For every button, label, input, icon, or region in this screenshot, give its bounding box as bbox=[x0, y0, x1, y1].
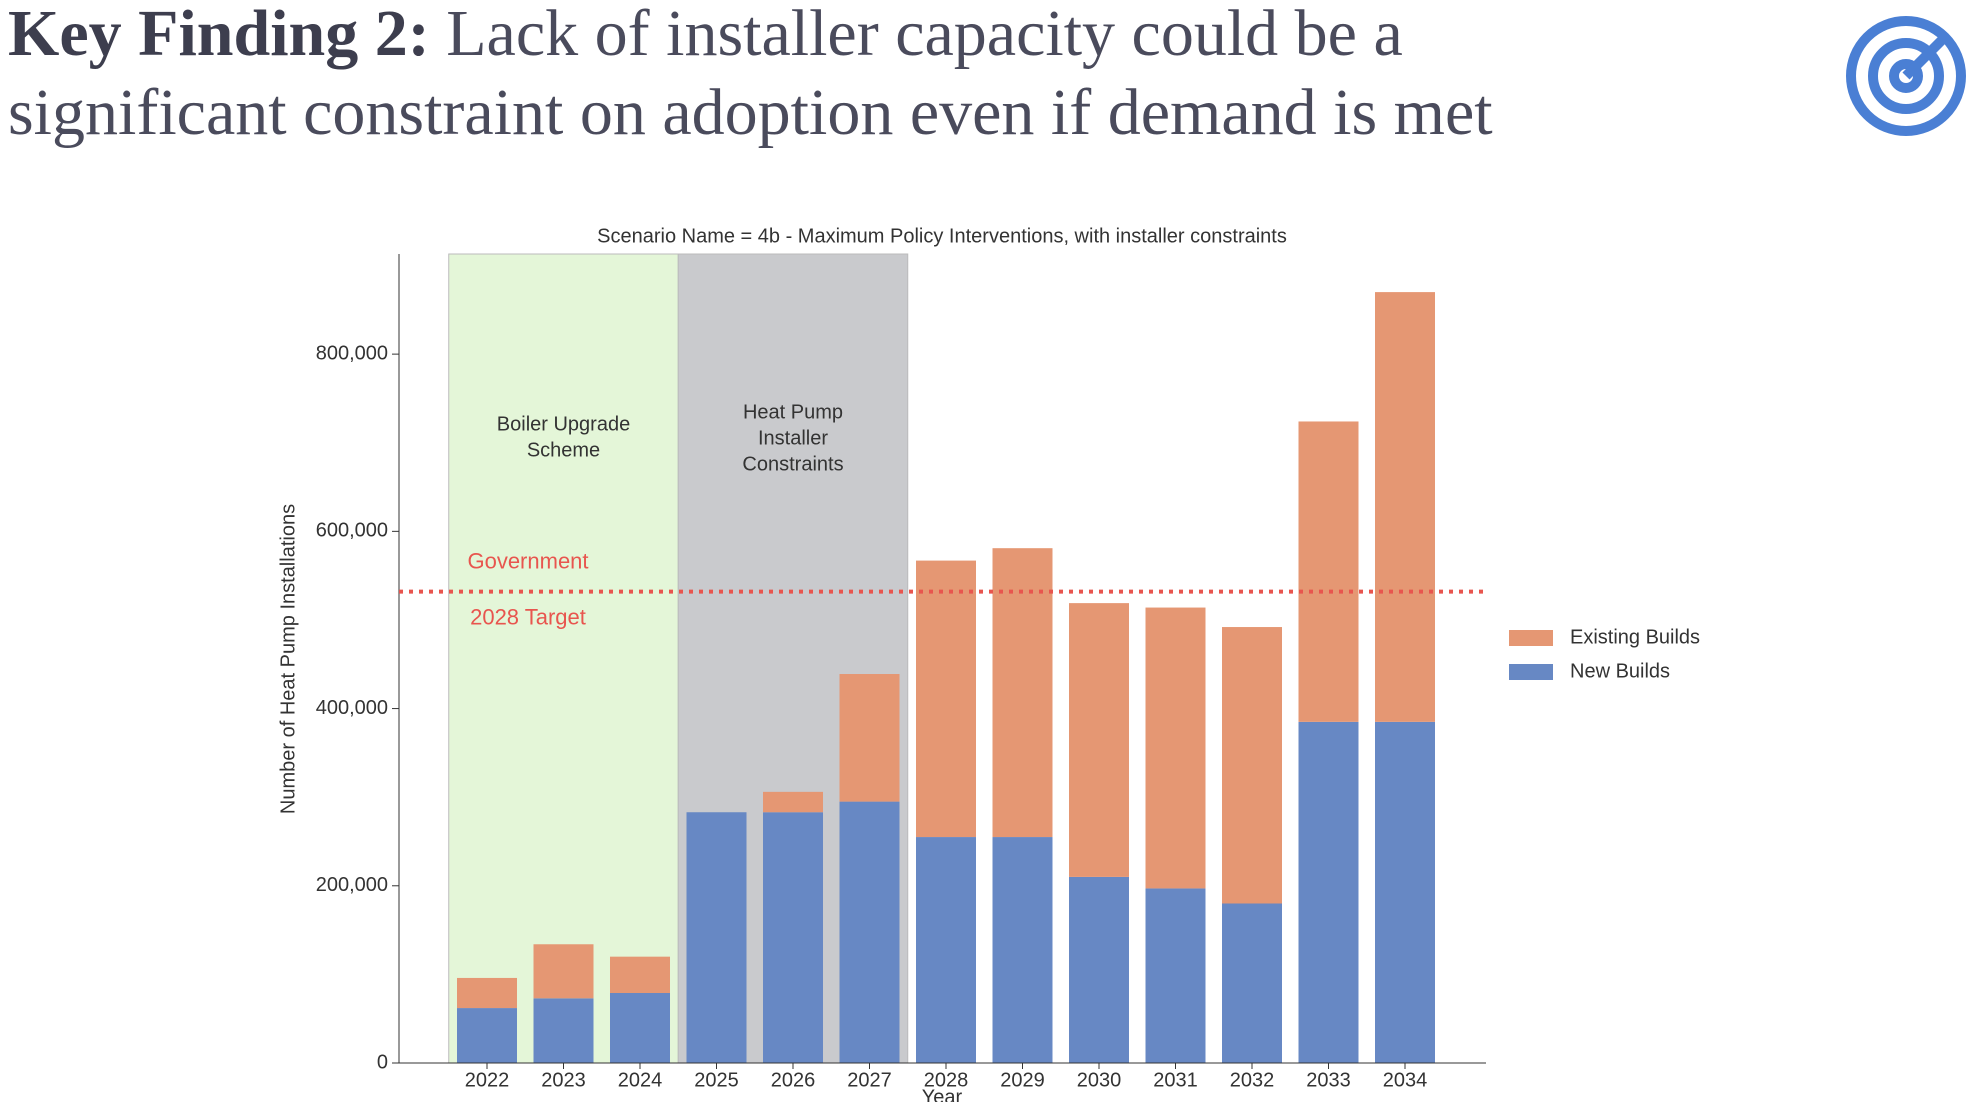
y-axis-label: Number of Heat Pump Installations bbox=[277, 504, 299, 814]
x-tick-label: 2022 bbox=[465, 1069, 510, 1091]
bar bbox=[763, 812, 823, 1063]
region-label: Heat Pump bbox=[743, 401, 843, 423]
bar bbox=[992, 837, 1053, 1063]
region-label: Scheme bbox=[527, 439, 600, 461]
x-tick-label: 2030 bbox=[1077, 1069, 1122, 1091]
bar bbox=[1375, 292, 1435, 722]
target-label: Government bbox=[467, 548, 588, 573]
bar bbox=[1375, 721, 1435, 1063]
target-label: 2028 Target bbox=[470, 604, 586, 629]
y-tick-label: 600,000 bbox=[316, 520, 388, 542]
bar bbox=[916, 560, 976, 838]
bar bbox=[610, 992, 670, 1063]
bar bbox=[1222, 903, 1282, 1063]
bar bbox=[839, 801, 900, 1063]
bar bbox=[533, 944, 594, 999]
region-label: Boiler Upgrade bbox=[497, 413, 630, 435]
x-tick-label: 2033 bbox=[1306, 1069, 1351, 1091]
bar bbox=[1222, 627, 1282, 904]
bar bbox=[1069, 876, 1129, 1063]
x-tick-label: 2026 bbox=[771, 1069, 816, 1091]
region-label: Constraints bbox=[742, 453, 843, 475]
region bbox=[448, 253, 679, 1064]
bar bbox=[533, 998, 594, 1063]
x-tick-label: 2024 bbox=[618, 1069, 663, 1091]
chart-title: Scenario Name = 4b - Maximum Policy Inte… bbox=[597, 225, 1287, 247]
region-label: Installer bbox=[758, 427, 828, 449]
legend-label: New Builds bbox=[1570, 660, 1670, 682]
x-tick-label: 2027 bbox=[847, 1069, 892, 1091]
title-prefix: Key Finding 2: bbox=[8, 0, 430, 70]
bar bbox=[992, 548, 1053, 838]
bar bbox=[610, 956, 670, 993]
bar bbox=[839, 674, 900, 802]
legend-swatch bbox=[1509, 630, 1553, 646]
x-tick-label: 2023 bbox=[541, 1069, 586, 1091]
y-tick-label: 200,000 bbox=[316, 874, 388, 896]
legend-label: Existing Builds bbox=[1570, 626, 1700, 648]
x-tick-label: 2029 bbox=[1000, 1069, 1045, 1091]
bar bbox=[686, 812, 747, 1063]
logo bbox=[1846, 16, 1966, 136]
bar bbox=[1145, 607, 1206, 889]
bar bbox=[1298, 421, 1359, 722]
legend-swatch bbox=[1509, 664, 1553, 680]
x-tick-label: 2032 bbox=[1230, 1069, 1275, 1091]
slide-title: Key Finding 2: Lack of installer capacit… bbox=[8, 0, 1608, 152]
x-tick-label: 2034 bbox=[1383, 1069, 1428, 1091]
y-tick-label: 400,000 bbox=[316, 697, 388, 719]
x-axis-label: Year bbox=[922, 1086, 963, 1102]
x-tick-label: 2028 bbox=[924, 1069, 969, 1091]
bar bbox=[1069, 603, 1129, 877]
bar bbox=[457, 977, 517, 1009]
x-tick-label: 2025 bbox=[694, 1069, 739, 1091]
bar bbox=[457, 1008, 517, 1063]
bar bbox=[1145, 888, 1206, 1063]
x-tick-label: 2031 bbox=[1153, 1069, 1198, 1091]
y-tick-label: 800,000 bbox=[316, 342, 388, 364]
title-text: Lack of installer capacity could be a si… bbox=[8, 0, 1493, 149]
bar bbox=[1298, 721, 1359, 1063]
y-tick-label: 0 bbox=[377, 1051, 388, 1073]
bar bbox=[763, 791, 823, 813]
bar bbox=[916, 837, 976, 1063]
